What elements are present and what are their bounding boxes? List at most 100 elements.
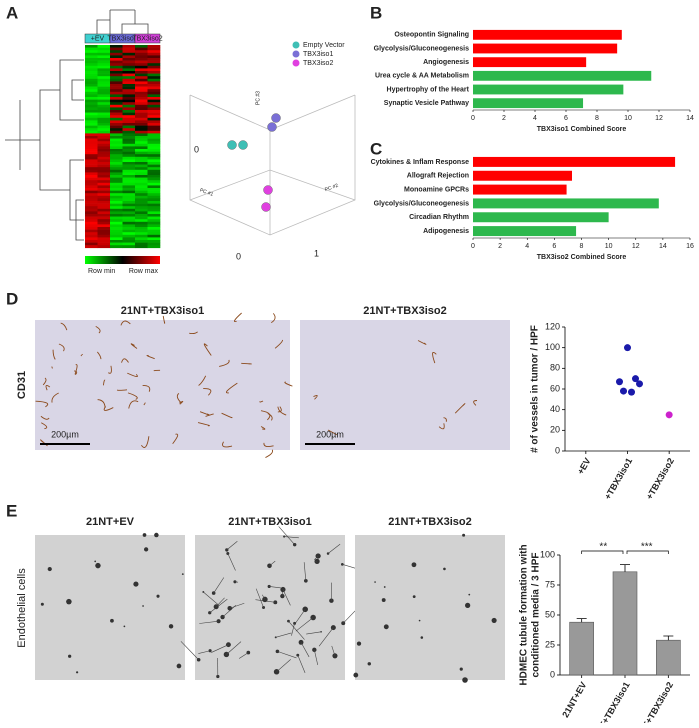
heatmap-cell — [110, 55, 123, 58]
heatmap-cell — [110, 201, 123, 204]
heatmap-cell — [98, 118, 111, 121]
heatmap-cell — [98, 196, 111, 199]
heatmap-cell — [135, 170, 148, 173]
heatmap-cell — [85, 191, 98, 194]
panel-label: D — [6, 289, 18, 308]
heatmap-cell — [85, 152, 98, 155]
heatmap-cell — [135, 92, 148, 95]
heatmap-cell — [85, 206, 98, 209]
heatmap-cell — [85, 144, 98, 147]
heatmap-cell — [123, 141, 136, 144]
data-point — [624, 344, 631, 351]
heatmap-cell — [135, 84, 148, 87]
heatmap-cell — [148, 188, 161, 191]
heatmap-cell — [148, 237, 161, 240]
cell-cluster — [124, 625, 126, 627]
heatmap-cell — [85, 115, 98, 118]
heatmap-cell — [98, 68, 111, 71]
heatmap-cell — [148, 55, 161, 58]
vessel-stain — [117, 390, 127, 391]
heatmap-cell — [85, 183, 98, 186]
y-axis-label: HDMEC tubule formation with — [519, 544, 530, 685]
heatmap-cell — [110, 115, 123, 118]
heatmap-cell — [148, 74, 161, 77]
heatmap-cell — [110, 120, 123, 123]
heatmap-cell — [135, 230, 148, 233]
pca-tick-label: 0 — [236, 251, 241, 261]
heatmap-cell — [98, 170, 111, 173]
heatmap-cell — [123, 206, 136, 209]
heatmap-cell — [123, 113, 136, 116]
heatmap-cell — [148, 50, 161, 53]
pca-axis-label: PC #1 — [199, 187, 214, 197]
heatmap-cell — [98, 53, 111, 56]
heatmap-cell — [85, 141, 98, 144]
heatmap-cell — [123, 235, 136, 238]
heatmap-cell — [135, 63, 148, 66]
category-label: Hypertrophy of the Heart — [387, 86, 470, 93]
heatmap-cell — [123, 81, 136, 84]
heatmap-cell — [85, 53, 98, 56]
category-label: Circadian Rhythm — [409, 214, 469, 221]
heatmap-cell — [98, 188, 111, 191]
heatmap-cell — [123, 55, 136, 58]
heatmap-cell — [98, 92, 111, 95]
heatmap-cell — [85, 222, 98, 225]
heatmap-cell — [85, 172, 98, 175]
heatmap-cell — [135, 68, 148, 71]
heatmap-cell — [148, 107, 161, 110]
cell-cluster — [382, 598, 386, 602]
heatmap-cell — [135, 167, 148, 170]
heatmap-cell — [148, 63, 161, 66]
heatmap-cell — [123, 136, 136, 139]
heatmap-cell — [110, 214, 123, 217]
heatmap-cell — [98, 87, 111, 90]
heatmap-cell — [110, 193, 123, 196]
heatmap-cell — [135, 206, 148, 209]
heatmap-cell — [85, 232, 98, 235]
heatmap-cell — [110, 157, 123, 160]
heatmap-cell — [135, 53, 148, 56]
heatmap-cell — [98, 126, 111, 129]
heatmap-cell — [110, 217, 123, 220]
heatmap-cell — [135, 120, 148, 123]
heatmap-cell — [135, 165, 148, 168]
heatmap-cell — [148, 146, 161, 149]
cell-cluster — [212, 591, 216, 595]
x-tick-label: 0 — [471, 243, 475, 250]
heatmap-cell — [135, 71, 148, 74]
heatmap-cell — [148, 196, 161, 199]
heatmap-cell — [98, 230, 111, 233]
heatmap-cell — [98, 115, 111, 118]
heatmap-cell — [135, 152, 148, 155]
heatmap-cell — [123, 133, 136, 136]
heatmap-cell — [98, 139, 111, 142]
cell-cluster — [110, 619, 114, 623]
heatmap-cell — [98, 154, 111, 157]
heatmap-cell — [123, 219, 136, 222]
cell-cluster — [156, 595, 159, 598]
heatmap-cell — [135, 76, 148, 79]
heatmap-cell — [98, 76, 111, 79]
cell-cluster — [41, 603, 44, 606]
data-point — [628, 389, 635, 396]
category-label: Angiogenesis — [423, 59, 469, 66]
heatmap-cell — [85, 198, 98, 201]
heatmap-cell — [98, 55, 111, 58]
heatmap-cell — [135, 240, 148, 243]
heatmap-cell — [148, 97, 161, 100]
heatmap-cell — [135, 97, 148, 100]
heatmap-cell — [85, 154, 98, 157]
heatmap-cell — [123, 232, 136, 235]
heatmap-cell — [98, 48, 111, 51]
heatmap-cell — [135, 188, 148, 191]
row-label: CD31 — [16, 371, 28, 399]
heatmap-cell — [85, 68, 98, 71]
heatmap-cell — [123, 183, 136, 186]
heatmap-cell — [85, 107, 98, 110]
heatmap-cell — [123, 162, 136, 165]
heatmap-cell — [85, 48, 98, 51]
heatmap-cell — [148, 58, 161, 61]
annotation: *** — [641, 542, 653, 553]
category-label: Glycolysis/Gluconeogenesis — [374, 200, 469, 207]
